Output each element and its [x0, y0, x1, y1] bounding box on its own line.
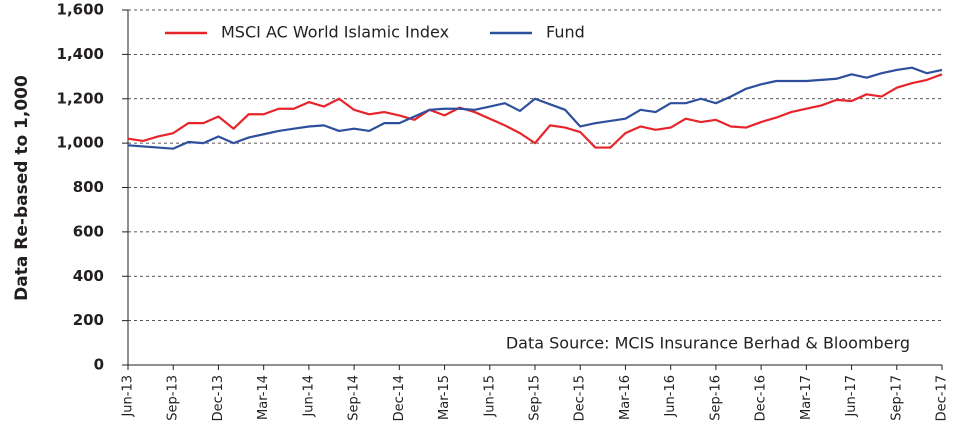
- x-tick-label: Sep-13: [166, 375, 181, 421]
- y-tick-label: 600: [73, 222, 104, 240]
- legend-label: MSCI AC World Islamic Index: [221, 23, 449, 42]
- y-tick-label: 1,000: [57, 134, 104, 152]
- x-tick-label: Dec-13: [211, 375, 226, 421]
- y-tick-label: 0: [94, 356, 104, 374]
- x-tick-label: Sep-14: [347, 375, 362, 421]
- y-axis-title: Data Re-based to 1,000: [12, 75, 32, 301]
- x-tick-label: Mar-17: [799, 375, 814, 420]
- x-tick-label: Sep-16: [708, 375, 723, 421]
- annotation: Data Source: MCIS Insurance Berhad & Blo…: [506, 334, 910, 353]
- x-tick-label: Dec-14: [392, 375, 407, 421]
- y-tick-label: 1,200: [57, 89, 104, 107]
- series-line: [127, 73, 943, 149]
- legend-label: Fund: [546, 23, 585, 42]
- x-tick-label: Dec-15: [573, 375, 588, 421]
- x-tick-label: Dec-17: [935, 375, 950, 421]
- series-line: [127, 66, 943, 150]
- y-tick-label: 1,600: [57, 1, 104, 19]
- y-tick-label: 800: [73, 178, 104, 196]
- x-tick-label: Jun-13: [121, 375, 136, 418]
- x-tick-label: Mar-15: [437, 375, 452, 420]
- x-tick-label: Jun-16: [663, 375, 678, 418]
- y-tick-label: 1,400: [57, 45, 104, 63]
- x-tick-label: Jun-17: [844, 375, 859, 418]
- x-tick-label: Mar-16: [618, 375, 633, 420]
- x-tick-label: Jun-14: [301, 375, 316, 418]
- x-tick-label: Sep-15: [528, 375, 543, 421]
- y-tick-label: 200: [73, 311, 104, 329]
- x-tick-label: Sep-17: [889, 375, 904, 421]
- x-tick-label: Mar-14: [256, 375, 271, 420]
- x-tick-label: Dec-16: [754, 375, 769, 421]
- x-tick-label: Jun-15: [482, 375, 497, 418]
- y-tick-label: 400: [73, 267, 104, 285]
